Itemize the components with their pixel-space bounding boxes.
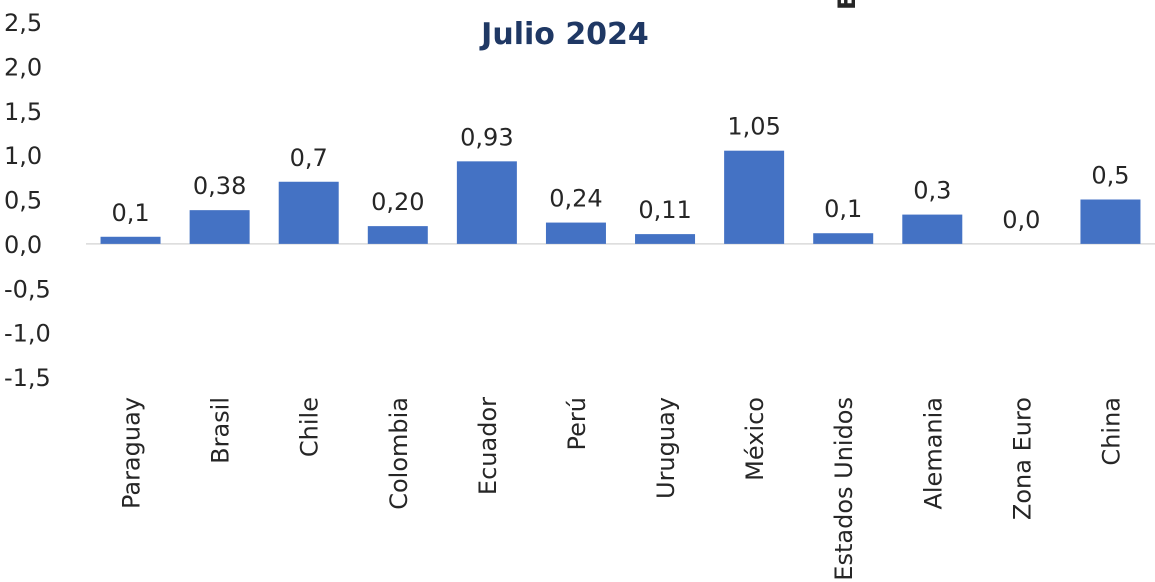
bar: [635, 234, 696, 244]
bar: [100, 236, 161, 244]
data-label: 0,1: [824, 195, 862, 223]
x-tick-label: Ecuador: [474, 397, 502, 495]
data-label: 0,20: [371, 188, 424, 216]
bar: [456, 161, 517, 244]
x-tick-label: Alemania: [919, 397, 947, 510]
y-tick-label: -1,0: [4, 320, 51, 348]
x-tick-label: China: [1097, 397, 1125, 466]
x-tick-label: Chile: [296, 397, 324, 457]
data-label: 0,11: [638, 196, 691, 224]
bar: [545, 222, 606, 244]
data-label: 1,05: [727, 113, 780, 141]
x-tick-label: Colombia: [385, 397, 413, 510]
y-tick-label: 0,0: [4, 231, 42, 259]
bar: [189, 210, 250, 244]
bar: [902, 214, 963, 244]
data-label: 0,3: [913, 177, 951, 205]
x-tick-label: Brasil: [207, 397, 235, 464]
y-tick-label: 1,0: [4, 142, 42, 170]
corner-text-fragment: E: [833, 0, 861, 10]
data-label: 0,0: [1002, 206, 1040, 234]
y-tick-label: -1,5: [4, 364, 51, 392]
data-label: 0,5: [1091, 162, 1129, 190]
bar: [1080, 199, 1141, 244]
bar: [278, 181, 339, 244]
data-label: 0,38: [193, 172, 246, 200]
y-axis-ticks: 2,5 2,0 1,5 1,0 0,5 0,0 -0,5 -1,0 -1,5: [4, 9, 51, 392]
x-tick-label: Estados Unidos: [830, 397, 858, 581]
data-labels: 0,1 0,38 0,7 0,20 0,93 0,24 0,11 1,05 0,1 0,3 0,0 0…: [111, 113, 1129, 234]
y-tick-label: -0,5: [4, 275, 51, 303]
y-tick-label: 2,0: [4, 53, 42, 81]
x-tick-label: Paraguay: [118, 397, 146, 509]
bars: [100, 150, 1141, 244]
data-label: 0,93: [460, 123, 513, 151]
bar: [367, 226, 428, 244]
y-tick-label: 0,5: [4, 187, 42, 215]
x-tick-label: Perú: [563, 397, 591, 450]
y-tick-label: 2,5: [4, 9, 42, 37]
bar: [813, 233, 874, 244]
x-tick-label: Zona Euro: [1008, 397, 1036, 520]
y-tick-label: 1,5: [4, 98, 42, 126]
x-axis-ticks: Paraguay Brasil Chile Colombia Ecuador Perú Ur…: [118, 397, 1126, 581]
chart-title: Julio 2024: [479, 17, 649, 52]
data-label: 0,1: [111, 199, 149, 227]
data-label: 0,7: [290, 144, 328, 172]
x-tick-label: Uruguay: [652, 397, 680, 499]
x-tick-label: México: [741, 397, 769, 481]
bar: [724, 150, 785, 244]
data-label: 0,24: [549, 185, 602, 213]
